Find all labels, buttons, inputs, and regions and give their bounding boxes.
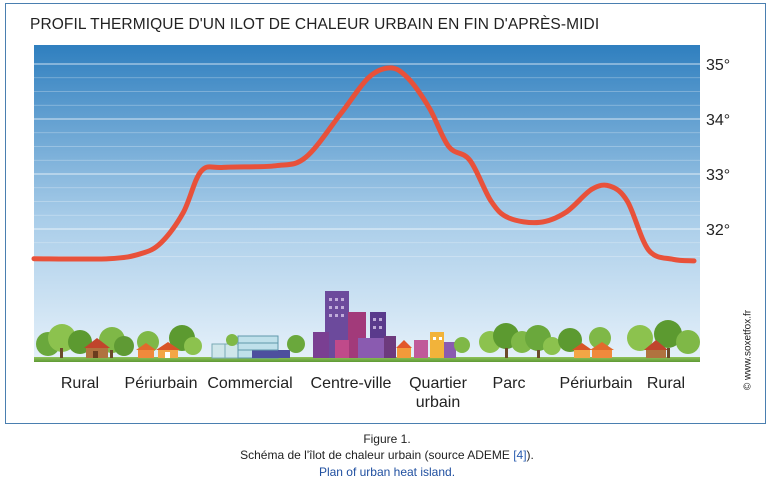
- category-label-line: Parc: [493, 375, 526, 392]
- temperature-profile-line: [31, 65, 697, 264]
- category-label: Commercial: [207, 375, 292, 392]
- caption-reference-link[interactable]: [4]: [513, 448, 527, 462]
- rural-left-scene: [36, 324, 134, 358]
- category-label-line: urbain: [416, 394, 460, 411]
- parc-scene: [479, 323, 561, 358]
- y-tick-label: 34°: [706, 112, 730, 129]
- category-label-line: Rural: [61, 375, 99, 392]
- sky-background: [34, 45, 700, 362]
- category-label-line: Périurbain: [560, 375, 633, 392]
- watermark-credit: © www.soxetfox.fr: [742, 309, 754, 391]
- caption-french-text: Schéma de l'îlot de chaleur urbain (sour…: [240, 448, 514, 462]
- category-label: Périurbain: [125, 375, 198, 392]
- y-tick-labels: 32° 33° 34° 35°: [706, 57, 730, 239]
- caption-french-end: ).: [526, 448, 534, 462]
- category-label-line: Périurbain: [125, 375, 198, 392]
- category-label-line: Quartier: [409, 375, 467, 392]
- category-label: Quartier urbain: [409, 375, 467, 411]
- category-label: Périurbain: [560, 375, 633, 392]
- centre-ville-scene: [313, 291, 396, 358]
- category-label: Centre-ville: [311, 375, 392, 392]
- category-labels: Rural Périurbain Commercial Centre-ville Qua…: [61, 375, 685, 411]
- caption-figure-label: Figure 1.: [363, 432, 411, 446]
- periurbain-right-scene: [558, 327, 614, 358]
- ground-strip: [34, 357, 700, 362]
- caption-french: Schéma de l'îlot de chaleur urbain (sour…: [0, 447, 774, 463]
- y-tick-label: 33°: [706, 167, 730, 184]
- category-label: Parc: [493, 375, 526, 392]
- rural-right-scene: [627, 320, 700, 358]
- gridlines: [34, 63, 700, 257]
- caption-english: Plan of urban heat island.: [318, 465, 456, 479]
- heat-island-chart: 32° 33° 34° 35°: [31, 45, 730, 411]
- category-label: Rural: [647, 375, 685, 392]
- commercial-scene: [211, 334, 305, 359]
- periurbain-left-scene: [136, 325, 202, 358]
- landscape-illustration: [34, 291, 700, 362]
- y-tick-label: 35°: [706, 57, 730, 74]
- category-label-line: Centre-ville: [311, 375, 392, 392]
- category-label-line: Commercial: [207, 375, 292, 392]
- y-tick-label: 32°: [706, 222, 730, 239]
- category-label-line: Rural: [647, 375, 685, 392]
- chart-title: PROFIL THERMIQUE D'UN ILOT DE CHALEUR UR…: [30, 16, 600, 33]
- category-label: Rural: [61, 375, 99, 392]
- quartier-urbain-scene: [396, 332, 470, 358]
